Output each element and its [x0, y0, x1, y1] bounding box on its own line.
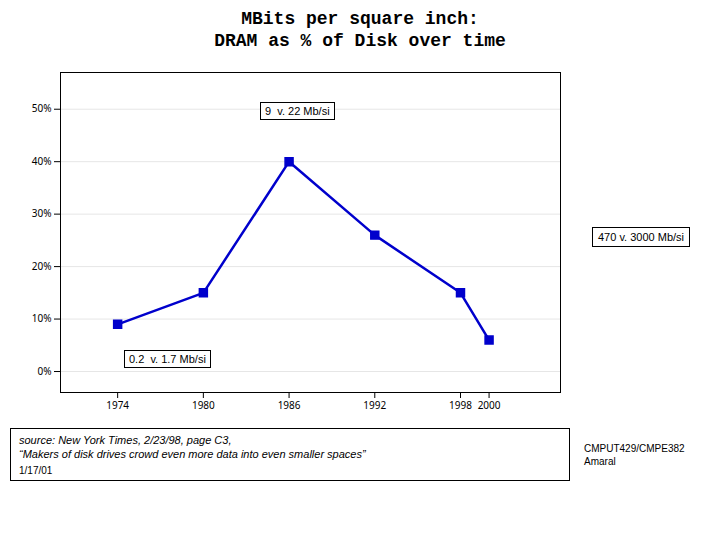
svg-text:1974: 1974 — [106, 398, 129, 412]
svg-text:1980: 1980 — [192, 398, 215, 412]
svg-text:1986: 1986 — [278, 398, 301, 412]
svg-text:10%: 10% — [32, 311, 52, 325]
svg-text:1992: 1992 — [363, 398, 386, 412]
html-text:CMPUT429/CMPE382 Amaral: CMPUT429/CMPE382 Amaral — [584, 442, 685, 467]
svg-text:30%: 30% — [32, 206, 52, 220]
html-text:DRAM as % of Disk over time: DRAM as % of Disk over time — [214, 31, 506, 51]
svg-text:50%: 50% — [32, 101, 52, 115]
html-text:MBits per square inch:: MBits per square inch: — [241, 9, 479, 29]
html-text:470 v. 3000 Mb/si: 470 v. 3000 Mb/si — [598, 231, 684, 243]
html-text:1/17/01: 1/17/01 — [19, 465, 53, 476]
html-text:0.2 v. 1.7 Mb/si: 0.2 v. 1.7 Mb/si — [129, 353, 206, 365]
html-text:9 v. 22 Mb/si: 9 v. 22 Mb/si — [265, 105, 330, 117]
svg-text:2000: 2000 — [478, 398, 501, 412]
svg-text:0%: 0% — [37, 364, 51, 378]
svg-text:20%: 20% — [32, 259, 52, 273]
svg-text:1998: 1998 — [449, 398, 472, 412]
html-text:source: New York Times, 2/23/9: source: New York Times, 2/23/98, page C3… — [19, 434, 366, 460]
svg-text:40%: 40% — [32, 154, 52, 168]
